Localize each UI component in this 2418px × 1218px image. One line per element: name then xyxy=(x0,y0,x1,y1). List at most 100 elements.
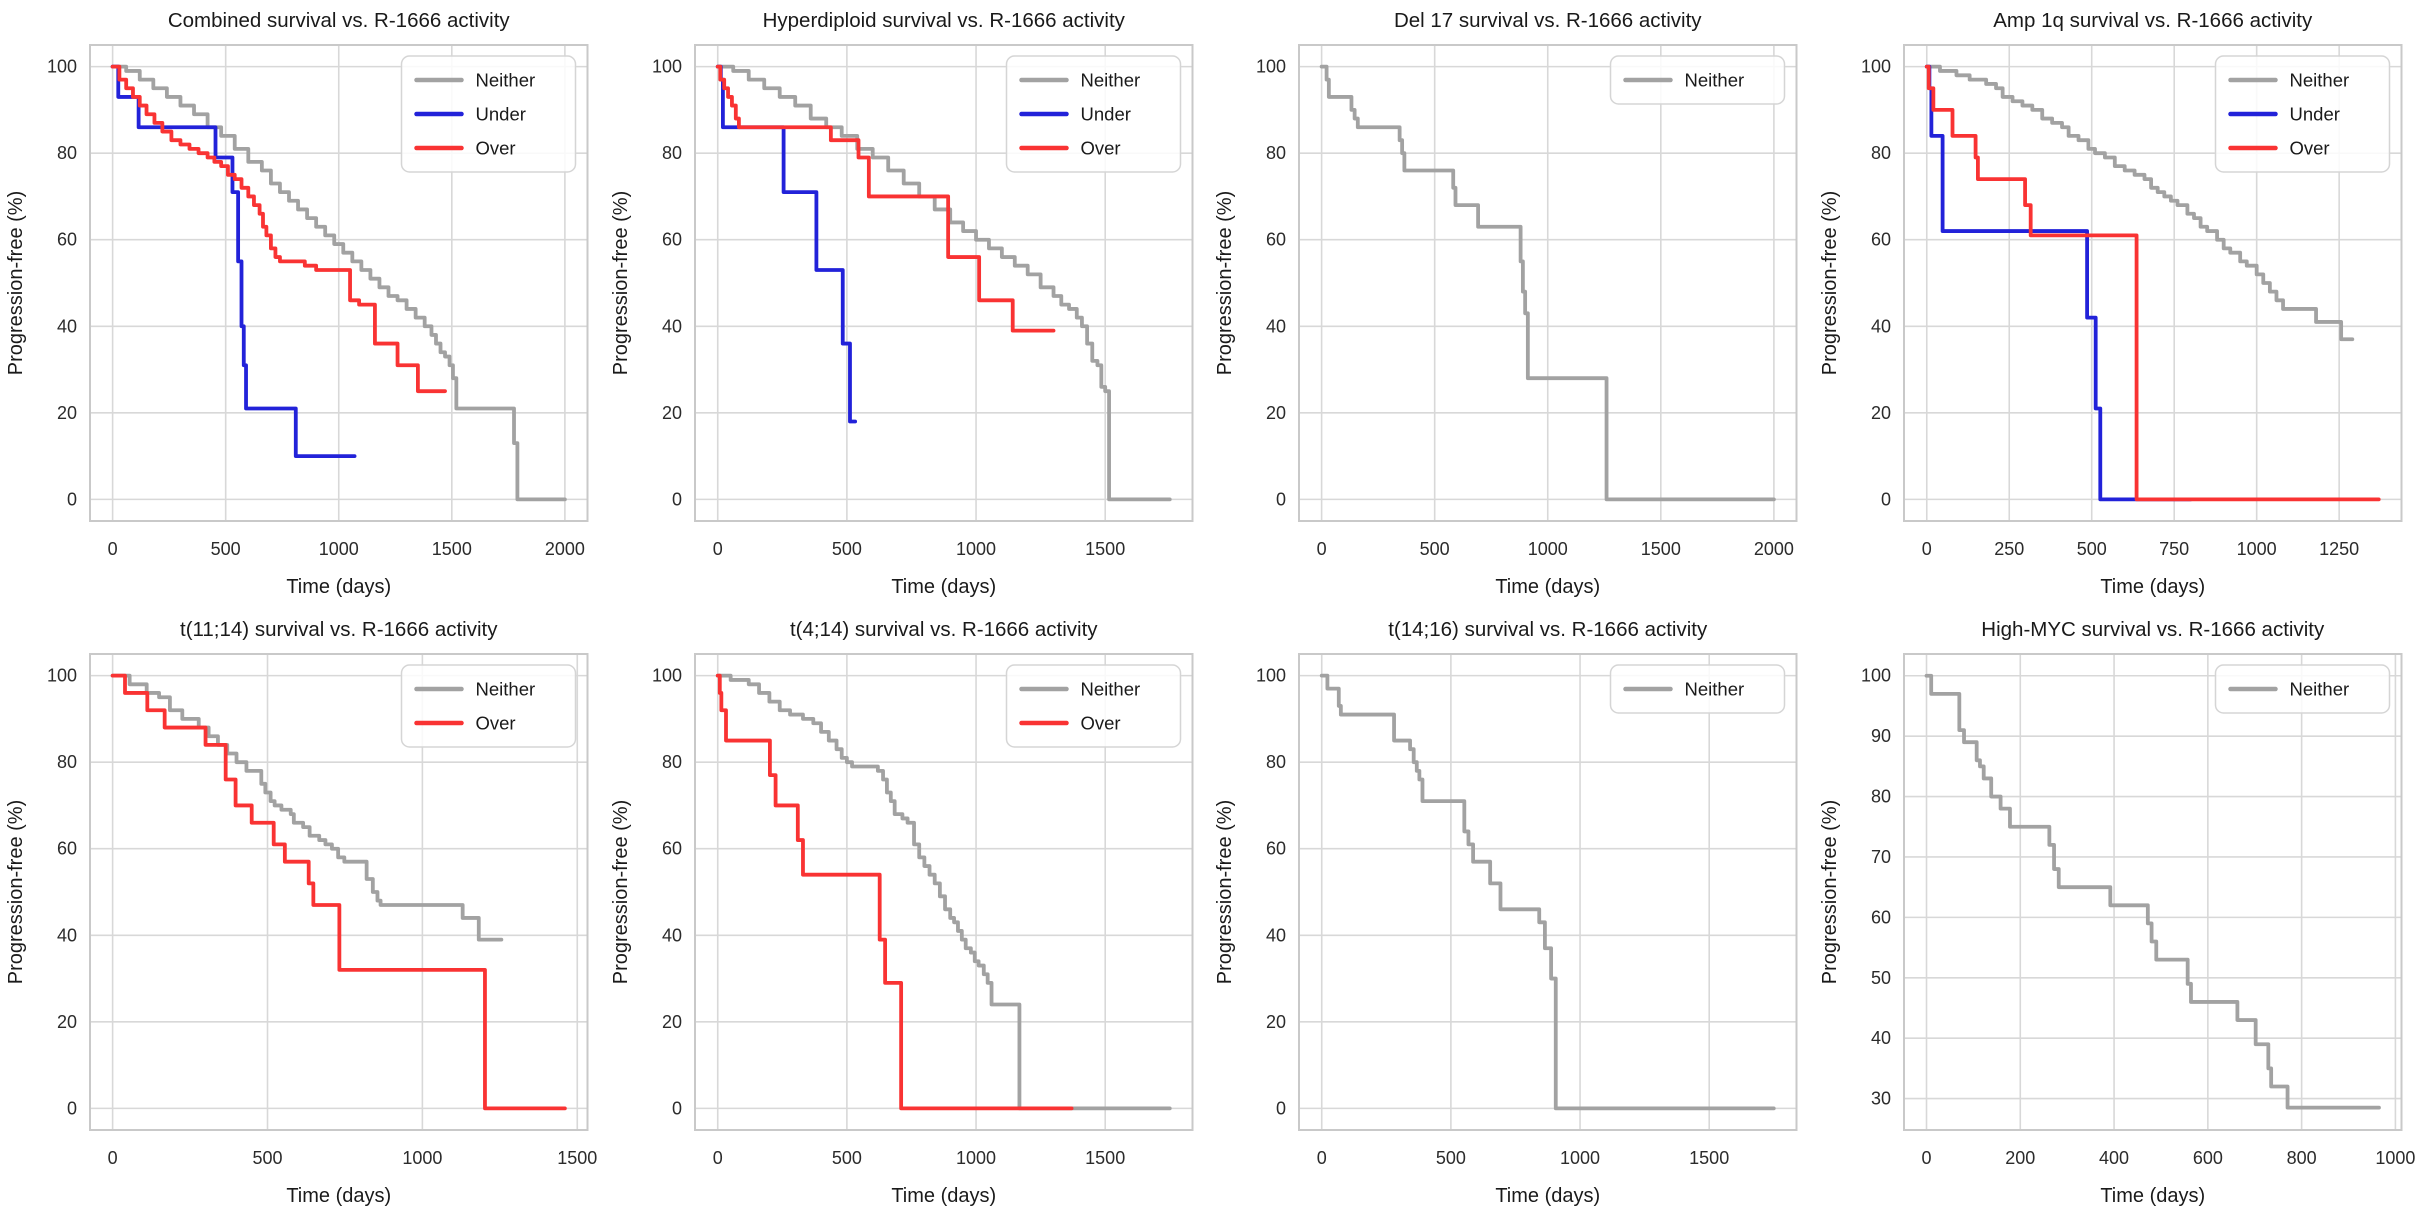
y-tick-label: 50 xyxy=(1870,968,1890,988)
legend-box xyxy=(2214,55,2390,173)
y-tick-label: 40 xyxy=(661,316,681,336)
y-tick-label: 100 xyxy=(1860,57,1890,77)
x-tick-label: 2000 xyxy=(1754,539,1794,559)
chart-t11-14-svg: 0 500 1000 1500 0 20 40 60 80 100 t(11;14) surviva… xyxy=(5,618,597,1207)
y-tick-label: 20 xyxy=(661,403,681,423)
x-tick-label: 500 xyxy=(831,1148,861,1168)
legend-label-neither: Neither xyxy=(1080,70,1140,91)
series-over-line xyxy=(110,673,567,1111)
y-axis-label: Progression-free (%) xyxy=(610,191,632,376)
y-tick-label: 20 xyxy=(661,1012,681,1032)
x-tick-label: 1500 xyxy=(1085,1148,1125,1168)
y-tick-label: 0 xyxy=(67,1098,77,1118)
y-tick-label: 60 xyxy=(661,839,681,859)
legend-label-neither: Neither xyxy=(476,70,536,91)
legend-label-over: Over xyxy=(2289,138,2329,159)
x-axis-label: Time (days) xyxy=(891,1185,996,1207)
x-tick-label: 500 xyxy=(831,539,861,559)
x-tick-label: 1000 xyxy=(2236,539,2276,559)
chart-high-myc-svg: 0 200 400 600 800 1000 30 40 50 60 70 80 90 100 High-M… xyxy=(1819,618,2415,1207)
plot-border xyxy=(1298,44,1798,522)
x-tick-label: 0 xyxy=(1921,1148,1931,1168)
chart-t4-14-svg: 0 500 1000 1500 0 20 40 60 80 100 t(4;14) survival… xyxy=(610,618,1193,1207)
legend-label-under: Under xyxy=(1080,104,1130,125)
y-tick-label: 40 xyxy=(1266,925,1286,945)
chart-hyperdiploid: 0 500 1000 1500 0 20 40 60 80 100 Hyperdiploid sur… xyxy=(605,0,1210,609)
x-tick-label: 1250 xyxy=(2319,539,2359,559)
x-axis-label: Time (days) xyxy=(1495,576,1600,598)
y-axis-label: Progression-free (%) xyxy=(5,800,27,985)
chart-del17-svg: 0 500 1000 1500 2000 0 20 40 60 80 100 Del 17 survi… xyxy=(1214,9,1798,598)
plot-border xyxy=(693,44,1193,522)
legend-label-over: Over xyxy=(476,713,516,734)
chart-title: Hyperdiploid survival vs. R-1666 activit… xyxy=(762,9,1125,32)
y-tick-label: 100 xyxy=(47,57,77,77)
y-tick-label: 80 xyxy=(57,752,77,772)
x-tick-label: 0 xyxy=(1317,539,1327,559)
x-tick-label: 0 xyxy=(1317,1148,1327,1168)
y-tick-label: 80 xyxy=(1870,787,1890,807)
x-tick-label: 1000 xyxy=(1528,539,1568,559)
chart-t14-16-svg: 0 500 1000 1500 0 20 40 60 80 100 t(14;16) surviva… xyxy=(1214,618,1798,1207)
series-neither-line xyxy=(715,673,1172,1111)
y-tick-label: 100 xyxy=(1256,666,1286,686)
x-tick-label: 1500 xyxy=(1641,539,1681,559)
y-tick-label: 60 xyxy=(1266,839,1286,859)
x-tick-label: 1000 xyxy=(319,539,359,559)
series-neither-line xyxy=(715,64,1172,502)
chart-t11-14: 0 500 1000 1500 0 20 40 60 80 100 t(11;14) surviva… xyxy=(0,609,605,1218)
series-over-line xyxy=(715,673,1074,1111)
x-tick-label: 0 xyxy=(108,539,118,559)
y-tick-label: 80 xyxy=(1870,143,1890,163)
legend-label-over: Over xyxy=(1080,713,1120,734)
y-axis-label: Progression-free (%) xyxy=(1819,800,1841,985)
chart-title: Del 17 survival vs. R-1666 activity xyxy=(1394,9,1702,32)
y-tick-label: 0 xyxy=(1880,489,1890,509)
y-tick-label: 0 xyxy=(671,489,681,509)
chart-title: High-MYC survival vs. R-1666 activity xyxy=(1981,618,2325,641)
y-tick-label: 100 xyxy=(651,57,681,77)
y-tick-label: 20 xyxy=(57,403,77,423)
series-neither-line xyxy=(1319,673,1776,1111)
y-tick-label: 40 xyxy=(1870,316,1890,336)
y-tick-label: 20 xyxy=(1266,1012,1286,1032)
x-axis-label: Time (days) xyxy=(891,576,996,598)
x-tick-label: 1000 xyxy=(956,1148,996,1168)
chart-del17: 0 500 1000 1500 2000 0 20 40 60 80 100 Del 17 survi… xyxy=(1209,0,1814,609)
plot-border xyxy=(89,44,589,522)
x-tick-label: 250 xyxy=(1994,539,2024,559)
legend-label-neither: Neither xyxy=(1080,679,1140,700)
y-tick-label: 0 xyxy=(67,489,77,509)
x-tick-label: 0 xyxy=(108,1148,118,1168)
x-tick-label: 800 xyxy=(2286,1148,2316,1168)
x-axis-label: Time (days) xyxy=(286,576,391,598)
legend-label-under: Under xyxy=(476,104,526,125)
x-tick-label: 0 xyxy=(712,539,722,559)
y-tick-label: 0 xyxy=(1276,1098,1286,1118)
y-axis-label: Progression-free (%) xyxy=(1214,800,1236,985)
x-tick-label: 0 xyxy=(1921,539,1931,559)
x-tick-label: 600 xyxy=(2192,1148,2222,1168)
legend-box xyxy=(400,664,577,748)
x-tick-label: 1000 xyxy=(956,539,996,559)
x-tick-label: 1000 xyxy=(1560,1148,1600,1168)
series-over-line xyxy=(110,64,447,394)
legend-label-neither: Neither xyxy=(1685,70,1745,91)
series-neither-line xyxy=(1924,673,2381,1110)
x-tick-label: 0 xyxy=(712,1148,722,1168)
x-tick-label: 400 xyxy=(2099,1148,2129,1168)
y-tick-label: 40 xyxy=(1870,1028,1890,1048)
y-tick-label: 0 xyxy=(671,1098,681,1118)
y-axis-label: Progression-free (%) xyxy=(5,191,27,376)
series-over-line xyxy=(1924,64,2381,502)
series-neither-line xyxy=(110,64,567,502)
y-tick-label: 30 xyxy=(1870,1089,1890,1109)
chart-hyperdiploid-svg: 0 500 1000 1500 0 20 40 60 80 100 Hyperdiploid sur… xyxy=(610,9,1193,598)
x-tick-label: 750 xyxy=(2159,539,2189,559)
chart-title: Combined survival vs. R-1666 activity xyxy=(168,9,511,32)
chart-title: t(4;14) survival vs. R-1666 activity xyxy=(789,618,1097,641)
y-tick-label: 20 xyxy=(1266,403,1286,423)
legend-label-neither: Neither xyxy=(2289,70,2349,91)
y-tick-label: 80 xyxy=(661,752,681,772)
